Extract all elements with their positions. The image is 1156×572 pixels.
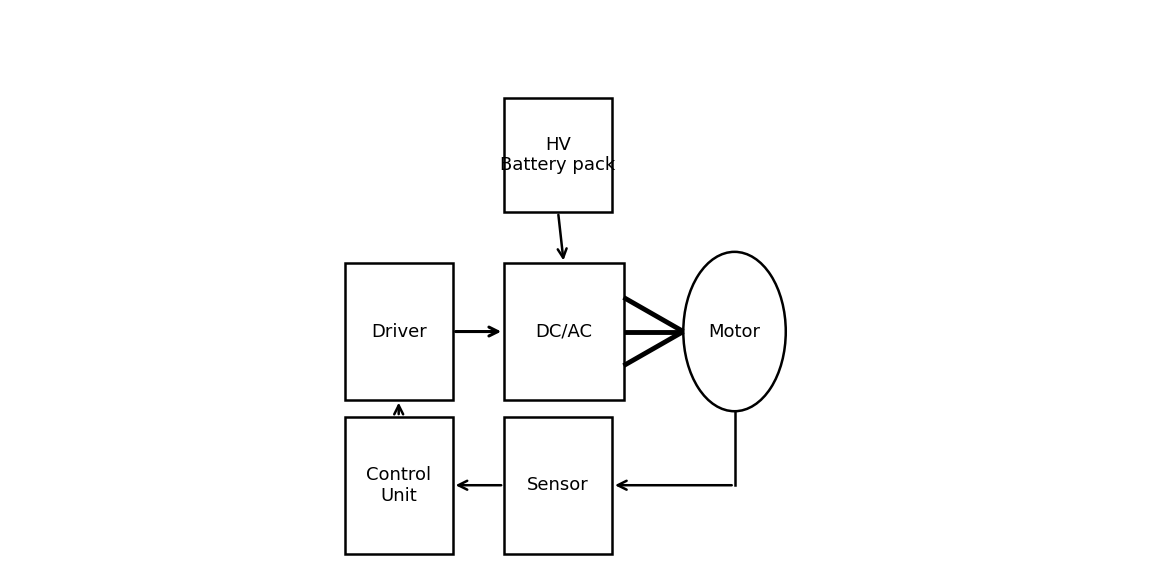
- Text: Motor: Motor: [709, 323, 761, 340]
- Text: DC/AC: DC/AC: [535, 323, 592, 340]
- Ellipse shape: [683, 252, 786, 411]
- Bar: [504, 98, 613, 212]
- Bar: [504, 263, 623, 400]
- Bar: [344, 417, 453, 554]
- Bar: [344, 263, 453, 400]
- Text: Control
Unit: Control Unit: [366, 466, 431, 505]
- Bar: [504, 417, 613, 554]
- Text: Driver: Driver: [371, 323, 427, 340]
- Text: Sensor: Sensor: [527, 476, 588, 494]
- Text: HV
Battery pack: HV Battery pack: [501, 136, 616, 174]
